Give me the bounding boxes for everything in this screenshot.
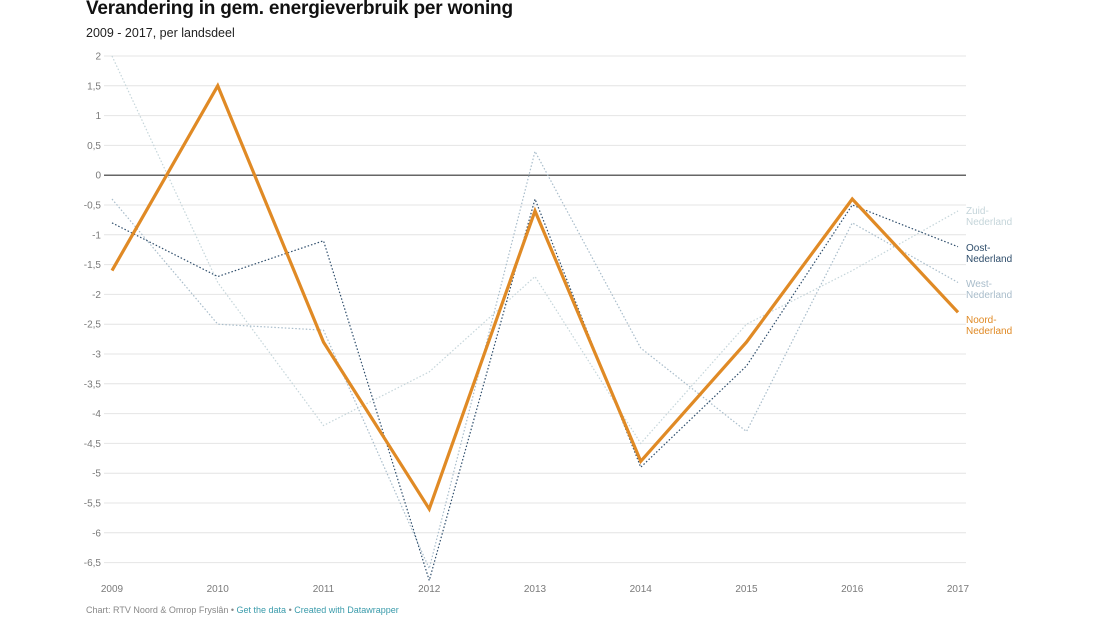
x-tick-label: 2015 (735, 584, 758, 595)
y-tick-label: -1,5 (84, 260, 102, 271)
footer-separator: • (228, 605, 237, 615)
x-tick-label: 2009 (101, 584, 124, 595)
y-tick-label: -2,5 (84, 320, 102, 331)
series-label-oost-nederland: Oost-Nederland (966, 243, 1012, 265)
chart-footer: Chart: RTV Noord & Omrop Fryslân • Get t… (86, 605, 399, 615)
x-tick-label: 2016 (841, 584, 864, 595)
series-label-noord-nederland: Noord-Nederland (966, 315, 1012, 337)
x-tick-label: 2014 (630, 584, 653, 595)
series-label-west-nederland: West-Nederland (966, 279, 1012, 301)
y-tick-label: 0 (95, 171, 101, 182)
y-tick-label: -2 (92, 290, 101, 301)
x-tick-label: 2011 (313, 584, 335, 595)
y-tick-label: 1 (95, 111, 101, 122)
x-tick-label: 2012 (418, 584, 441, 595)
y-tick-label: -3 (92, 350, 101, 361)
y-tick-label: -1 (92, 230, 101, 241)
y-tick-label: -0,5 (84, 201, 102, 212)
y-tick-label: -3,5 (84, 379, 102, 390)
source-credit: Chart: RTV Noord & Omrop Fryslân (86, 605, 229, 615)
series-line-west-nederland (111, 149, 959, 571)
y-tick-label: 0,5 (87, 141, 101, 152)
x-tick-label: 2013 (524, 584, 547, 595)
x-tick-label: 2010 (207, 584, 230, 595)
y-tick-label: -6 (92, 528, 101, 539)
y-tick-label: -6,5 (84, 558, 102, 569)
y-tick-label: 2 (95, 52, 101, 63)
get-the-data-link[interactable]: Get the data (236, 605, 287, 615)
x-tick-label: 2017 (947, 584, 970, 595)
y-tick-label: -5 (92, 469, 101, 480)
series-line-oost-nederland (111, 197, 959, 583)
y-tick-label: -5,5 (84, 499, 102, 510)
series-label-zuid-nederland: Zuid-Nederland (966, 206, 1012, 228)
y-tick-label: -4 (92, 409, 101, 420)
series-line-zuid-nederland (111, 55, 959, 445)
chart-subtitle: 2009 - 2017, per landsdeel (86, 26, 235, 40)
footer-separator: • (286, 605, 295, 615)
line-chart: 2 1,5 1 0,5 0 -0,5 -1 -1,5 -2 -2,5 -3 -3,5 -4 -4,5 -5 -… (84, 52, 1012, 596)
created-with-datawrapper-link[interactable]: Created with Datawrapper (294, 605, 399, 615)
series-line-noord-nederland (110, 82, 960, 513)
y-tick-label: 1,5 (87, 81, 101, 92)
y-tick-label: -4,5 (84, 439, 102, 450)
chart-title: Verandering in gem. energieverbruik per … (86, 0, 513, 19)
